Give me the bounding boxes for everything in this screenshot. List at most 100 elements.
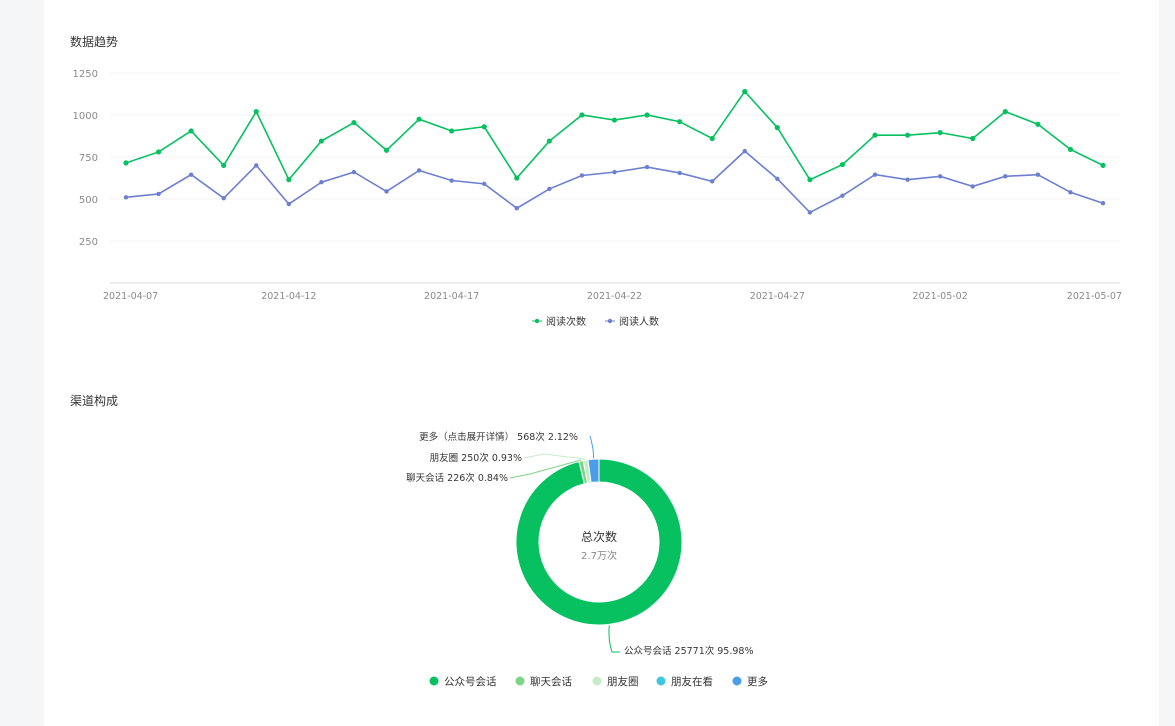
data-point (449, 128, 455, 134)
slice-label: 公众号会话 25771次 95.98% (624, 645, 753, 657)
data-point (254, 163, 259, 168)
slice-label: 更多（点击展开详情） 568次 2.12% (419, 431, 578, 443)
x-tick-label: 2021-04-22 (587, 291, 642, 302)
data-point (644, 164, 650, 170)
series-line-2 (125, 150, 1104, 214)
data-point (710, 179, 715, 184)
donut-center-value: 2.7万次 (581, 549, 617, 562)
x-tick-label: 2021-04-07 (103, 291, 158, 302)
legend-dot-icon (429, 676, 439, 686)
data-point (123, 195, 129, 200)
y-tick-label: 250 (79, 237, 98, 248)
data-point (677, 119, 683, 125)
data-point (709, 135, 715, 142)
data-point (742, 148, 747, 154)
legend-item[interactable]: 更多 (732, 675, 769, 688)
data-point (416, 116, 422, 122)
data-point (155, 149, 162, 155)
data-point (318, 138, 324, 144)
data-point (905, 132, 911, 138)
x-tick-label: 2021-04-17 (424, 291, 479, 302)
data-point (970, 184, 975, 189)
x-tick-label: 2021-04-27 (750, 291, 805, 302)
legend-item[interactable]: 朋友在看 (656, 675, 714, 688)
data-point (970, 135, 976, 142)
data-point (644, 112, 650, 118)
legend-dot-icon (534, 318, 540, 324)
data-point (221, 195, 226, 201)
slice-label-line (589, 435, 594, 459)
legend-label: 公众号会话 (444, 675, 497, 688)
data-point (547, 186, 552, 192)
data-point (319, 180, 324, 185)
data-point (156, 191, 161, 197)
data-point (1100, 162, 1106, 168)
data-point (546, 138, 552, 144)
x-tick-label: 2021-05-07 (1067, 291, 1122, 302)
data-point (351, 119, 357, 126)
data-point (416, 168, 422, 173)
donut-center-label: 总次数 (581, 529, 617, 544)
legend-label: 更多 (747, 675, 768, 688)
data-point (839, 161, 846, 168)
data-point (1067, 146, 1074, 153)
data-point (253, 109, 259, 115)
data-point (612, 169, 617, 175)
series-line-1 (125, 90, 1104, 182)
data-point (905, 177, 910, 182)
data-point (123, 160, 129, 166)
y-tick-label: 500 (79, 195, 98, 206)
y-tick-label: 1000 (73, 111, 98, 122)
data-point (286, 201, 292, 207)
channel-section-title: 渠道构成 (70, 394, 119, 408)
data-point (449, 178, 454, 183)
data-point (221, 162, 227, 168)
data-point (840, 193, 845, 198)
legend-label: 阅读次数 (546, 315, 586, 328)
data-point (807, 210, 813, 215)
legend-dot-icon (515, 676, 525, 686)
data-point (579, 173, 585, 178)
data-point (286, 177, 292, 183)
data-point (383, 147, 390, 153)
data-point (1002, 109, 1008, 115)
data-point (514, 175, 520, 181)
legend-item[interactable]: 朋友圈 (592, 675, 639, 688)
data-point (482, 181, 487, 187)
trend-line-chart[interactable]: 250 500 750 1000 1250 2021-04-07 2021-04-12 202… (0, 0, 1175, 345)
slice-label-line (523, 453, 586, 460)
data-point (1100, 201, 1106, 206)
data-point (188, 172, 194, 177)
legend-dot-icon (592, 676, 602, 686)
y-tick-label: 750 (79, 153, 98, 164)
legend-dot-icon (607, 318, 613, 324)
data-point (742, 88, 748, 95)
legend-dot-icon (732, 676, 742, 686)
legend-label: 阅读人数 (619, 315, 659, 328)
trend-section-title: 数据趋势 (70, 35, 119, 49)
slice-label: 聊天会话 226次 0.84% (406, 472, 508, 484)
data-point (937, 130, 943, 136)
data-point (384, 189, 389, 194)
data-point (514, 206, 519, 211)
data-point (1035, 172, 1041, 177)
channel-donut-chart[interactable]: 公众号会话 25771次 95.98% 聊天会话 226次 0.84% 朋友圈 25… (0, 400, 1175, 726)
legend-label: 聊天会话 (530, 675, 572, 688)
data-point (1068, 190, 1073, 195)
donut-slice[interactable] (515, 458, 683, 626)
data-point (188, 128, 194, 134)
slice-label-line (509, 459, 581, 479)
y-tick-label: 1250 (73, 69, 98, 80)
data-point (481, 124, 487, 130)
legend-item[interactable]: 聊天会话 (515, 675, 573, 688)
legend-item[interactable]: 公众号会话 (429, 675, 497, 688)
donut-slice[interactable] (587, 458, 600, 484)
slice-label: 朋友圈 250次 0.93% (430, 452, 522, 464)
legend-label: 朋友在看 (671, 675, 713, 688)
data-point (872, 132, 878, 138)
x-tick-label: 2021-04-12 (261, 291, 316, 302)
legend-label: 朋友圈 (607, 675, 639, 688)
data-point (775, 176, 780, 182)
data-point (807, 177, 813, 183)
data-point (611, 117, 618, 123)
